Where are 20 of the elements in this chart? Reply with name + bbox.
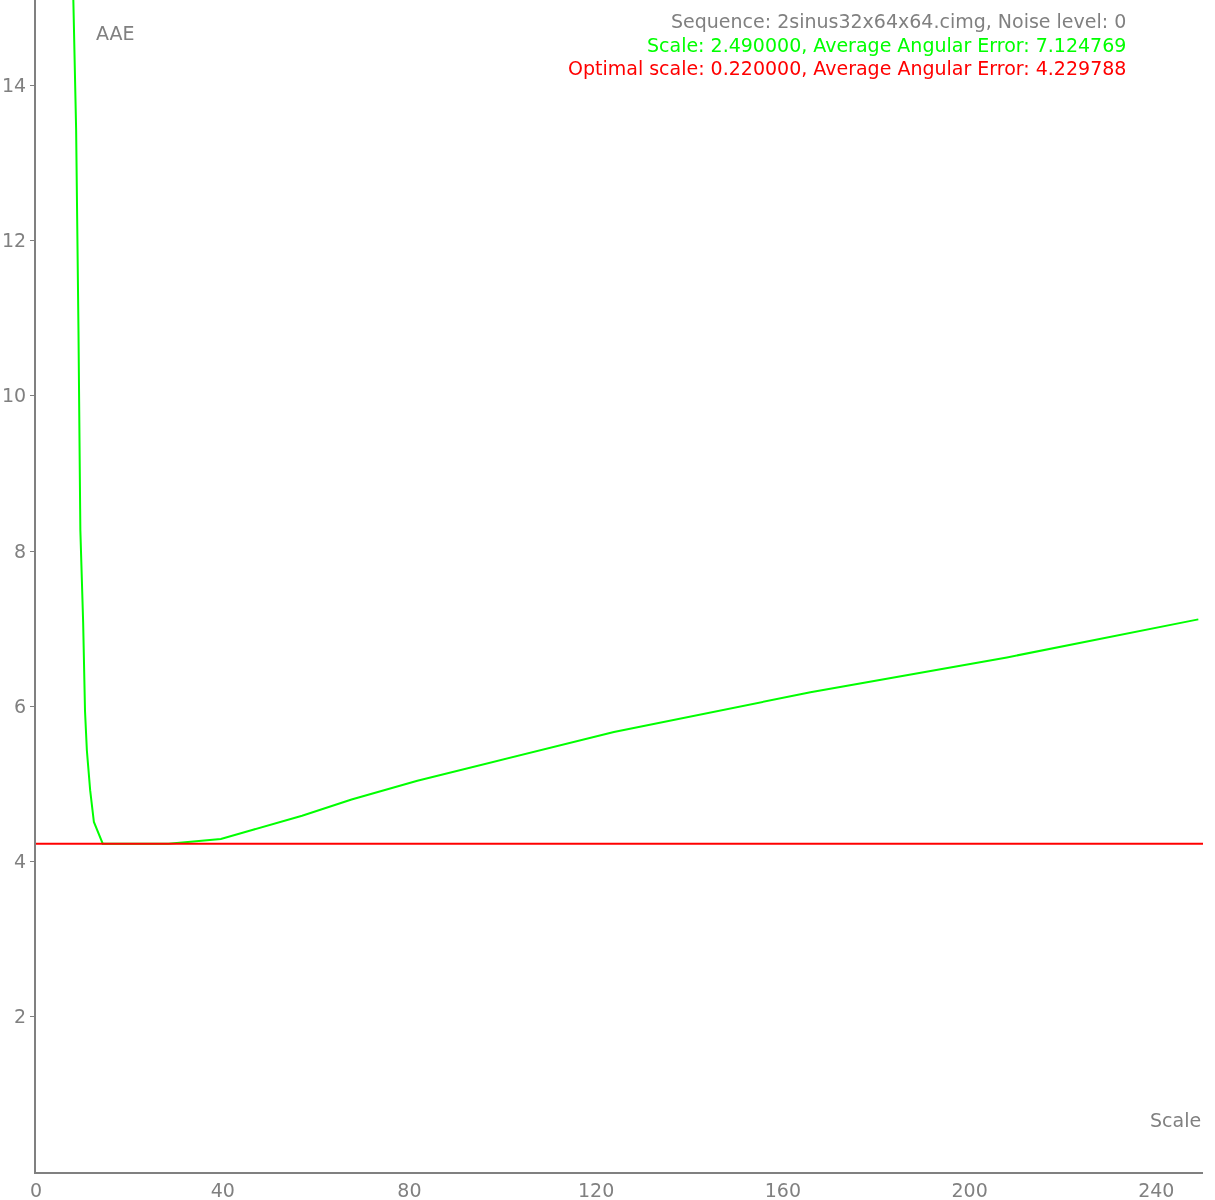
y-tick-label: 4 [14,850,27,873]
line-series [72,0,1200,845]
annotation: Sequence: 2sinus32x64x64.cimg, Noise level: 0 [671,10,1127,32]
x-tick-label: 0 [29,1178,43,1200]
x-tick-label: 80 [397,1178,422,1200]
annotation: Scale: 2.490000, Average Angular Error: 7.124769 [647,34,1127,56]
x-tick-label: 160 [764,1178,802,1200]
x-axis-title: Scale [1150,1109,1202,1131]
y-tick-label: 10 [2,384,27,407]
y-tick-label: 6 [14,694,27,717]
annotation: Optimal scale: 0.220000, Average Angular Error: 4.229788 [568,57,1127,79]
y-tick-label: 14 [2,74,27,97]
x-tick-label: 120 [578,1178,615,1200]
y-tick-label: 8 [14,539,27,562]
x-tick-label: 200 [951,1178,988,1200]
x-tick-label: 240 [1138,1178,1175,1200]
y-axis-title: AAE [96,22,135,44]
y-tick-label: 12 [2,229,27,252]
x-tick-label: 40 [210,1178,235,1200]
y-tick-label: 2 [14,1005,27,1028]
